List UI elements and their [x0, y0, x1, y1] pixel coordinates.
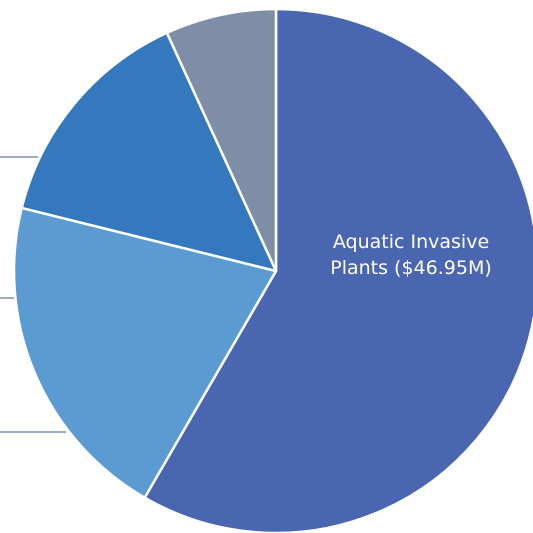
slice-labels: Aquatic Invasive Plants ($46.95M): [330, 231, 492, 279]
pie-slice-2: [12, 206, 278, 499]
pie-slice-3: [20, 31, 278, 273]
pie-slice-4: [165, 7, 278, 273]
slice-label-line: Plants ($46.95M): [330, 257, 492, 279]
slice-label-1: Aquatic Invasive Plants ($46.95M): [330, 231, 492, 279]
leader-lines: [0, 156, 66, 433]
slice-label-line: Aquatic Invasive: [333, 231, 489, 253]
